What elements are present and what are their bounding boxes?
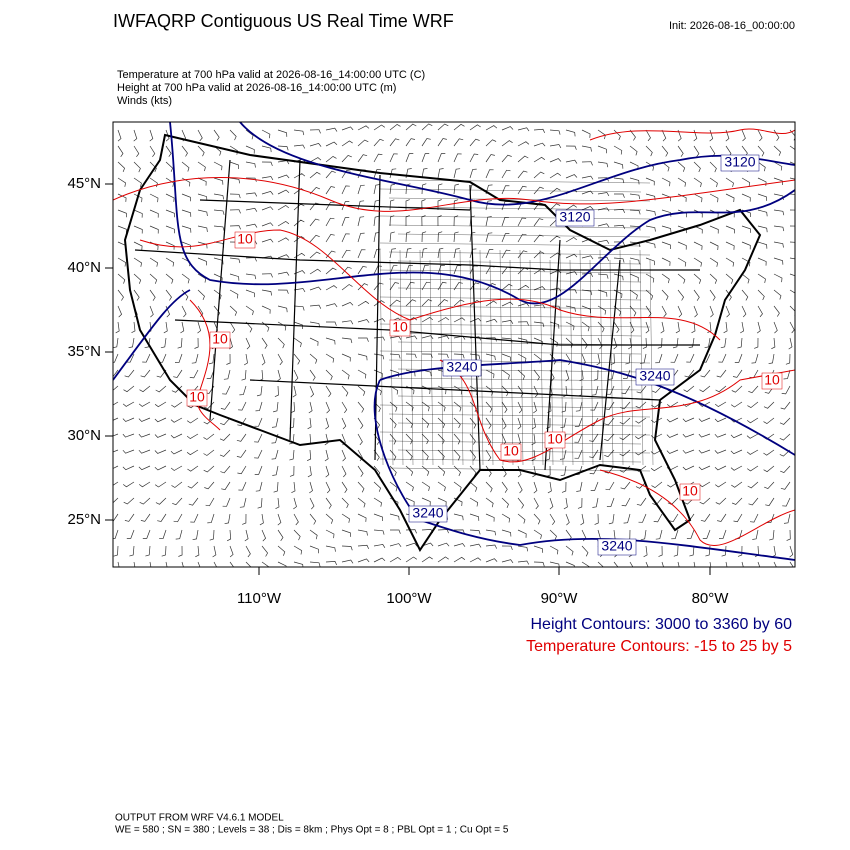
lat-label: 30°N (67, 427, 101, 444)
height-contour-label: 3120 (724, 154, 755, 170)
contour-label-bg (761, 372, 783, 390)
county-mesh (379, 179, 654, 472)
contour-label-bg (597, 538, 637, 556)
contour-label-bg (209, 331, 231, 349)
height-contour-label: 3240 (412, 505, 443, 521)
temperature-contour-label: 10 (503, 443, 519, 459)
height-contour-label: 3240 (601, 538, 632, 554)
temperature-contour-label: 10 (392, 319, 408, 335)
temperature-contour-label: 10 (682, 483, 698, 499)
temperature-contour-label: 10 (547, 431, 563, 447)
contour-label-bg (555, 209, 595, 227)
contour-label-bg (408, 505, 448, 523)
lat-label: 40°N (67, 259, 101, 276)
title: IWFAQRP Contiguous US Real Time WRF (113, 11, 454, 31)
map-frame (112, 121, 796, 568)
field-label: Temperature at 700 hPa valid at 2026-08-… (117, 69, 425, 81)
contour-label-bg (544, 431, 566, 449)
footer-line: OUTPUT FROM WRF V4.6.1 MODEL (115, 813, 284, 824)
temperature-contour-label: 10 (189, 389, 205, 405)
temperature-contour-label: 10 (764, 372, 780, 388)
lat-label: 25°N (67, 511, 101, 528)
temperature-contour-label: 10 (237, 231, 253, 247)
height-contour-label: 3120 (559, 209, 590, 225)
state-lines (134, 159, 700, 471)
contour-label-bg (720, 154, 760, 172)
init-time: Init: 2026-08-16_00:00:00 (669, 20, 795, 32)
footer-line: WE = 580 ; SN = 380 ; Levels = 38 ; Dis … (115, 825, 509, 836)
lon-label: 110°W (237, 590, 282, 607)
contour-label-bg (186, 389, 208, 407)
contour-label-bg (389, 319, 411, 337)
contour-label-bg (500, 443, 522, 461)
county-lines (379, 179, 654, 472)
lon-label: 90°W (541, 590, 579, 607)
contour-label-bg (234, 231, 256, 249)
contour-label-bg (679, 483, 701, 501)
temperature-contour-label: 10 (212, 331, 228, 347)
wind-barbs (113, 123, 795, 567)
contour-label-bg (635, 368, 675, 386)
lat-label: 35°N (67, 343, 101, 360)
height-contour-label: 3240 (446, 359, 477, 375)
legend-height: Height Contours: 3000 to 3360 by 60 (530, 616, 792, 633)
field-label: Winds (kts) (117, 95, 172, 107)
lon-label: 100°W (386, 590, 432, 607)
map-area (113, 122, 795, 567)
legend-temperature: Temperature Contours: -15 to 25 by 5 (526, 638, 792, 655)
height-contour-label: 3240 (639, 368, 670, 384)
wind-barb-set (113, 123, 795, 567)
contour-label-bg (442, 359, 482, 377)
field-label: Height at 700 hPa valid at 2026-08-16_14… (117, 82, 396, 94)
lon-label: 80°W (692, 590, 730, 607)
lat-label: 45°N (67, 175, 101, 192)
